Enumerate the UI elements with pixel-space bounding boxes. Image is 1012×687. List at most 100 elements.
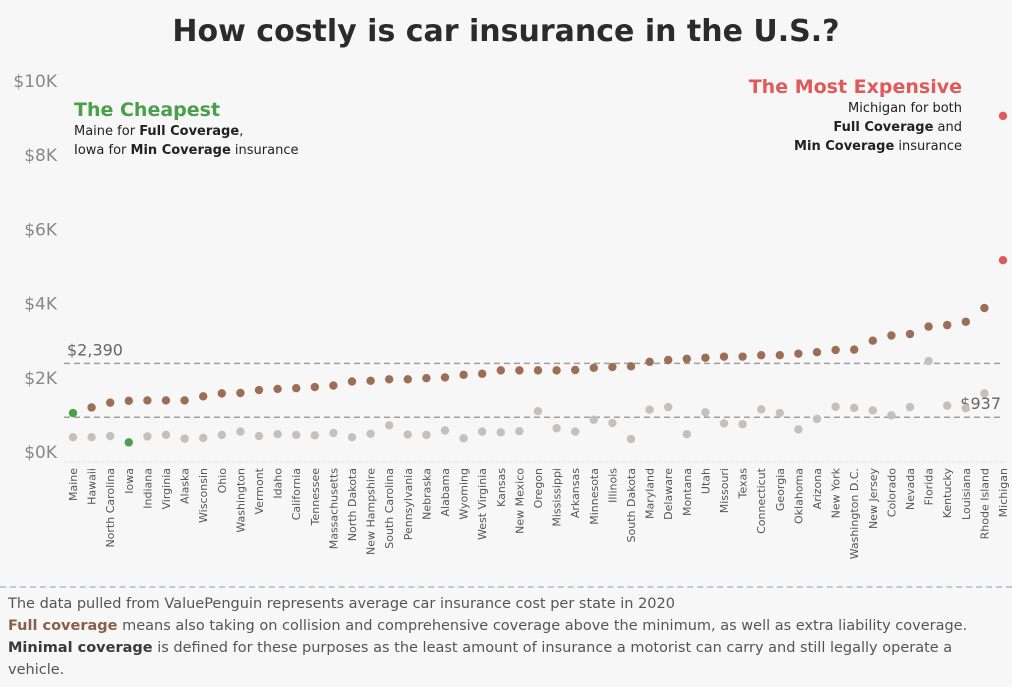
full-coverage-point <box>199 392 208 401</box>
x-category-label: Florida <box>923 468 936 505</box>
full-coverage-point <box>998 111 1008 121</box>
chart-title: How costly is car insurance in the U.S.? <box>172 14 840 49</box>
expensive-line-3: Min Coverage insurance <box>794 139 962 154</box>
x-category-label: Montana <box>681 468 694 516</box>
x-category-label: New Jersey <box>867 468 880 530</box>
min-coverage-point <box>961 404 970 413</box>
x-category-label: Alabama <box>439 468 452 517</box>
reference-line-label: $937 <box>960 394 1001 413</box>
full-coverage-point <box>478 369 487 378</box>
min-coverage-point <box>273 429 282 439</box>
x-category-label: Kentucky <box>941 468 954 519</box>
min-coverage-point <box>347 432 357 442</box>
full-coverage-point <box>533 366 543 375</box>
full-coverage-point <box>292 383 301 393</box>
y-tick-label: $6K <box>24 220 58 240</box>
full-coverage-point <box>273 384 282 394</box>
min-coverage-point <box>719 419 729 428</box>
x-category-label: North Carolina <box>104 468 117 548</box>
full-coverage-point <box>664 355 673 365</box>
full-coverage-point <box>812 348 822 357</box>
min-coverage-point <box>143 432 152 441</box>
full-coverage-point <box>980 303 989 313</box>
min-coverage-point <box>887 411 896 420</box>
x-category-label: Hawaii <box>86 468 99 505</box>
min-coverage-point <box>68 432 78 442</box>
min-coverage-point <box>161 430 171 440</box>
x-category-label: Nevada <box>904 468 917 510</box>
min-coverage-point <box>980 389 989 398</box>
full-coverage-point <box>589 363 598 372</box>
full-coverage-point <box>868 336 877 345</box>
x-category-label: Oklahoma <box>792 468 805 524</box>
full-coverage-point <box>347 377 357 386</box>
full-coverage-point <box>905 329 915 339</box>
min-coverage-point <box>924 356 933 366</box>
cheapest-line-1: Maine for Full Coverage, <box>74 124 244 139</box>
min-coverage-point <box>254 431 264 441</box>
y-tick-label: $2K <box>24 369 58 389</box>
full-coverage-point <box>738 352 747 361</box>
x-category-label: Georgia <box>774 468 787 511</box>
full-coverage-point <box>422 373 431 383</box>
min-coverage-point <box>682 429 691 439</box>
full-coverage-point <box>68 408 78 418</box>
x-category-label: Iowa <box>123 468 136 494</box>
reference-line-label: $2,390 <box>67 340 123 359</box>
x-category-label: New York <box>830 467 843 518</box>
full-coverage-point <box>775 350 784 360</box>
x-category-label: Indiana <box>141 468 154 509</box>
x-category-label: Vermont <box>253 467 266 514</box>
full-coverage-point <box>459 370 468 380</box>
x-category-label: Nebraska <box>420 468 433 520</box>
footer-line-min-coverage: Minimal coverage is defined for these pu… <box>8 640 953 678</box>
min-coverage-point <box>626 434 636 444</box>
min-coverage-point <box>738 419 747 429</box>
full-coverage-point <box>719 352 729 361</box>
min-coverage-point <box>794 425 803 434</box>
min-coverage-point <box>701 408 710 417</box>
min-coverage-point <box>459 434 468 443</box>
min-coverage-point <box>292 430 301 440</box>
y-tick-label: $4K <box>24 295 58 315</box>
full-coverage-point <box>515 366 524 375</box>
footer-notes: The data pulled from ValuePenguin repres… <box>8 593 1003 681</box>
min-coverage-point <box>998 255 1008 265</box>
min-coverage-point <box>757 405 766 414</box>
footer-line-full-coverage: Full coverage means also taking on colli… <box>8 618 968 634</box>
x-category-label: Massachusetts <box>327 468 340 550</box>
min-coverage-point <box>645 405 654 414</box>
min-coverage-point <box>515 427 524 436</box>
min-coverage-point <box>775 408 784 418</box>
x-category-label: Ohio <box>216 468 229 494</box>
x-category-label: Connecticut <box>755 467 768 534</box>
x-category-label: Wyoming <box>458 468 471 520</box>
min-coverage-point <box>478 427 487 436</box>
x-category-label: Louisiana <box>960 468 973 520</box>
min-coverage-point <box>812 414 822 424</box>
min-coverage-point <box>124 438 133 447</box>
full-coverage-point <box>552 366 561 375</box>
min-coverage-point <box>943 401 952 410</box>
x-category-label: Rhode Island <box>978 468 991 539</box>
min-coverage-point <box>217 430 226 440</box>
min-coverage-point <box>552 424 561 433</box>
min-coverage-point <box>236 427 245 436</box>
full-coverage-point <box>180 396 189 405</box>
full-coverage-point <box>385 375 394 384</box>
footer-divider <box>0 586 1012 588</box>
min-coverage-point <box>664 402 673 412</box>
min-coverage-point <box>366 429 375 439</box>
full-coverage-point <box>496 366 505 375</box>
full-coverage-point <box>961 317 970 326</box>
full-coverage-point <box>794 349 803 358</box>
min-coverage-point <box>905 402 915 412</box>
full-coverage-point <box>161 396 171 405</box>
x-category-label: Maryland <box>644 468 657 519</box>
x-category-label: Arkansas <box>569 468 582 518</box>
full-coverage-point <box>887 331 896 340</box>
x-category-label: Pennsylvania <box>402 468 415 540</box>
full-coverage-point <box>87 403 96 412</box>
y-tick-label: $8K <box>24 146 58 166</box>
